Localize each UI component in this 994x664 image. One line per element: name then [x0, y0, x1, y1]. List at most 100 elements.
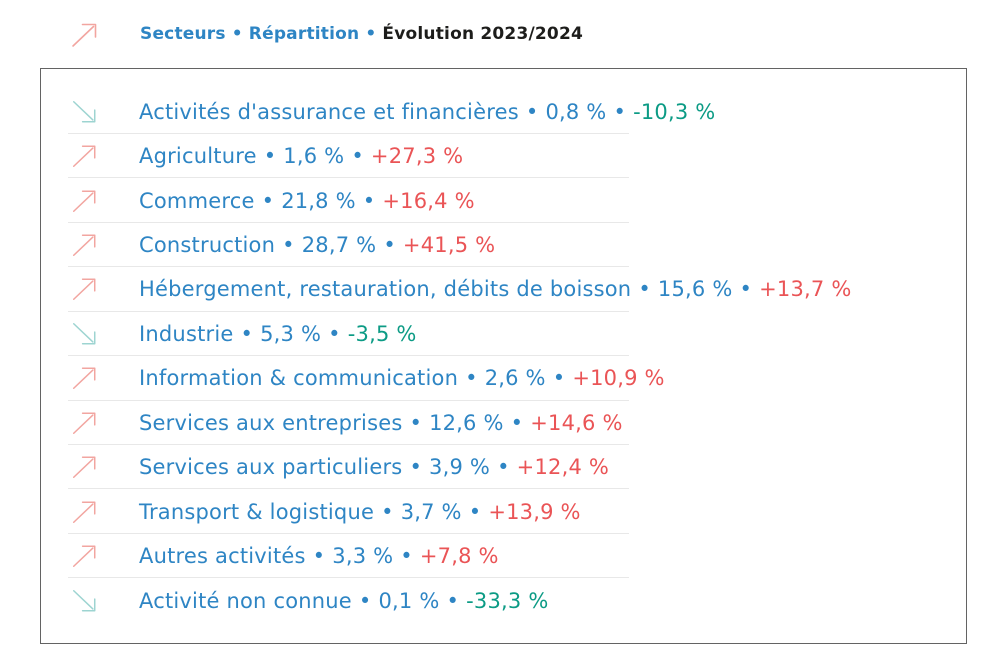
share-value: 1,6 %: [283, 144, 345, 169]
evolution-value: +16,4 %: [382, 188, 475, 213]
trend-up-icon: [72, 412, 96, 434]
evolution-value: +41,5 %: [402, 233, 496, 258]
share-value: 0,8 %: [545, 99, 607, 124]
sector-label: Transport & logistique: [139, 499, 375, 524]
bullet-separator: •: [468, 499, 482, 524]
share-value: 12,6 %: [429, 410, 504, 435]
share-value: 3,7 %: [400, 499, 462, 524]
bullet-separator: •: [358, 588, 372, 613]
bullet-separator: •: [638, 277, 651, 302]
bullet-separator: •: [409, 455, 423, 480]
trend-up-icon: [72, 545, 96, 568]
bullet-separator: •: [328, 321, 341, 346]
trend-up-icon: [72, 278, 96, 301]
sector-label: Information & communication: [139, 366, 459, 391]
share-value: 28,7 %: [301, 233, 377, 258]
trend-down-icon: [72, 322, 96, 345]
sector-row-text: Industrie • 5,3 % • -3,5 %: [139, 322, 417, 346]
sector-row: Hébergement, restauration, débits de boi…: [41, 267, 966, 313]
evolution-value: -10,3 %: [633, 99, 716, 124]
sector-row: Commerce • 21,8 % • +16,4 %: [41, 178, 966, 224]
evolution-value: +14,6 %: [530, 410, 623, 435]
bullet-separator: •: [282, 233, 295, 258]
sector-label: Industrie: [139, 321, 234, 346]
share-value: 2,6 %: [484, 366, 546, 391]
trend-up-icon: [72, 234, 96, 257]
evolution-value: -33,3 %: [466, 588, 549, 613]
sector-row-text: Autres activités • 3,3 % • +7,8 %: [139, 544, 499, 568]
bullet-separator: •: [613, 99, 627, 124]
trend-up-icon: [72, 145, 96, 168]
bullet-separator: •: [383, 233, 396, 258]
header-distribution-label: Répartition: [248, 24, 360, 44]
bullet-separator: •: [362, 188, 376, 213]
sector-row-text: Services aux entreprises • 12,6 % • +14,6 %: [139, 411, 623, 435]
bullet-separator: •: [240, 321, 254, 346]
bullet-separator: •: [381, 499, 394, 524]
bullet-separator: •: [231, 24, 243, 44]
sector-row: Construction • 28,7 % • +41,5 %: [41, 223, 966, 268]
bullet-separator: •: [263, 144, 277, 169]
trend-down-icon: [72, 100, 96, 123]
sectors-panel: Activités d'assurance et financières • 0,8…: [40, 68, 967, 644]
sector-row: Autres activités • 3,3 % • +7,8 %: [41, 534, 966, 579]
sector-row-text: Transport & logistique • 3,7 % • +13,9 %: [139, 500, 581, 524]
sector-label: Autres activités: [139, 544, 306, 569]
sector-label: Construction: [139, 233, 276, 258]
sector-row: Information & communication • 2,6 % • +10,9 …: [41, 356, 966, 402]
sector-row: Agriculture • 1,6 % • +27,3 %: [41, 134, 966, 179]
bullet-separator: •: [525, 99, 539, 124]
evolution-value: +13,7 %: [759, 277, 852, 302]
sector-label: Commerce: [139, 188, 255, 213]
bullet-separator: •: [739, 277, 753, 302]
share-value: 5,3 %: [260, 321, 322, 346]
sector-row-text: Information & communication • 2,6 % • +10,9 …: [139, 366, 665, 390]
header-evolution-label: Évolution 2023/2024: [382, 24, 584, 44]
sector-label: Hébergement, restauration, débits de boi…: [139, 277, 632, 302]
bullet-separator: •: [465, 366, 478, 391]
sector-label: Services aux entreprises: [139, 410, 403, 435]
bullet-separator: •: [261, 188, 275, 213]
evolution-value: +12,4 %: [516, 455, 610, 480]
sector-row: Services aux entreprises • 12,6 % • +14,6 %: [41, 401, 966, 446]
trend-up-icon: [72, 367, 96, 390]
share-value: 3,9 %: [429, 455, 491, 480]
sector-label: Agriculture: [139, 144, 257, 169]
trend-up-icon: [72, 456, 96, 479]
sector-row-text: Activité non connue • 0,1 % • -33,3 %: [139, 589, 548, 613]
sector-row: Activités d'assurance et financières • 0,8…: [41, 90, 966, 135]
sector-row: Activité non connue • 0,1 % • -33,3 %: [41, 578, 966, 622]
share-value: 0,1 %: [378, 588, 440, 613]
bullet-separator: •: [510, 410, 524, 435]
trend-down-icon: [72, 589, 96, 612]
share-value: 21,8 %: [281, 188, 356, 213]
sector-label: Activités d'assurance et financières: [139, 99, 519, 124]
sector-row-text: Hébergement, restauration, débits de boi…: [139, 277, 852, 301]
bullet-separator: •: [497, 455, 510, 480]
sector-row-text: Activités d'assurance et financières • 0,8…: [139, 100, 715, 124]
share-value: 15,6 %: [657, 277, 733, 302]
evolution-value: +13,9 %: [488, 499, 581, 524]
evolution-value: +27,3 %: [370, 144, 464, 169]
bullet-separator: •: [312, 544, 326, 569]
bullet-separator: •: [365, 24, 377, 44]
sector-label: Activité non connue: [139, 588, 352, 613]
bullet-separator: •: [409, 410, 423, 435]
evolution-value: -3,5 %: [347, 321, 417, 346]
sector-row-text: Construction • 28,7 % • +41,5 %: [139, 233, 495, 257]
trend-up-icon: [72, 190, 96, 212]
bullet-separator: •: [552, 366, 566, 391]
page-title: Secteurs • Répartition • Évolution 2023/2024: [140, 24, 583, 44]
header-sectors-label: Secteurs: [140, 24, 226, 44]
share-value: 3,3 %: [332, 544, 394, 569]
sector-row: Industrie • 5,3 % • -3,5 %: [41, 312, 966, 357]
bullet-separator: •: [400, 544, 413, 569]
sector-row-text: Agriculture • 1,6 % • +27,3 %: [139, 144, 463, 168]
trend-up-icon: [72, 23, 97, 47]
bullet-separator: •: [446, 588, 460, 613]
evolution-value: +10,9 %: [572, 366, 665, 391]
sector-row: Services aux particuliers • 3,9 % • +12,4 %: [41, 445, 966, 490]
bullet-separator: •: [351, 144, 364, 169]
sector-row: Transport & logistique • 3,7 % • +13,9 %: [41, 489, 966, 535]
sector-row-text: Commerce • 21,8 % • +16,4 %: [139, 189, 475, 213]
